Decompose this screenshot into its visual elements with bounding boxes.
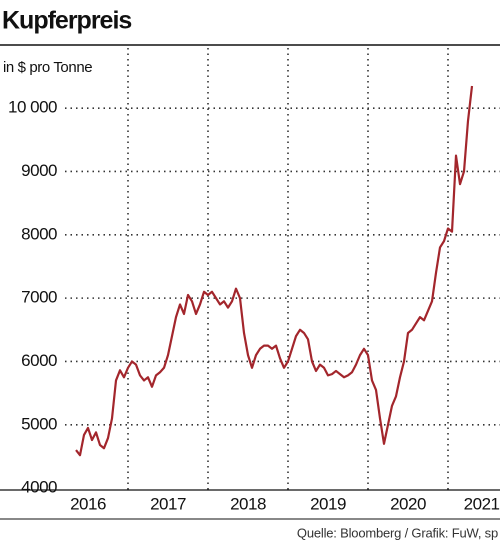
y-tick-label: 4000 bbox=[21, 478, 57, 497]
source-note: Quelle: Bloomberg / Grafik: FuW, sp bbox=[297, 525, 498, 540]
y-tick-label: 9000 bbox=[21, 161, 57, 180]
y-tick-label: 8000 bbox=[21, 224, 57, 243]
y-tick-label: 10 000 bbox=[8, 98, 57, 117]
chart-title: Kupferpreis bbox=[2, 7, 131, 35]
x-tick-label: 2018 bbox=[230, 494, 266, 513]
y-tick-label: 5000 bbox=[21, 414, 57, 433]
price-line bbox=[75, 85, 474, 457]
y-tick-label: 7000 bbox=[21, 288, 57, 307]
x-tick-label: 2019 bbox=[310, 494, 346, 513]
x-tick-label: 2017 bbox=[150, 494, 186, 513]
x-tick-label: 2016 bbox=[70, 494, 106, 513]
x-tick-label: 2020 bbox=[390, 494, 426, 513]
x-tick-label: 2021 bbox=[464, 494, 500, 513]
y-tick-label: 6000 bbox=[21, 351, 57, 370]
subtitle: in $ pro Tonne bbox=[3, 59, 92, 76]
